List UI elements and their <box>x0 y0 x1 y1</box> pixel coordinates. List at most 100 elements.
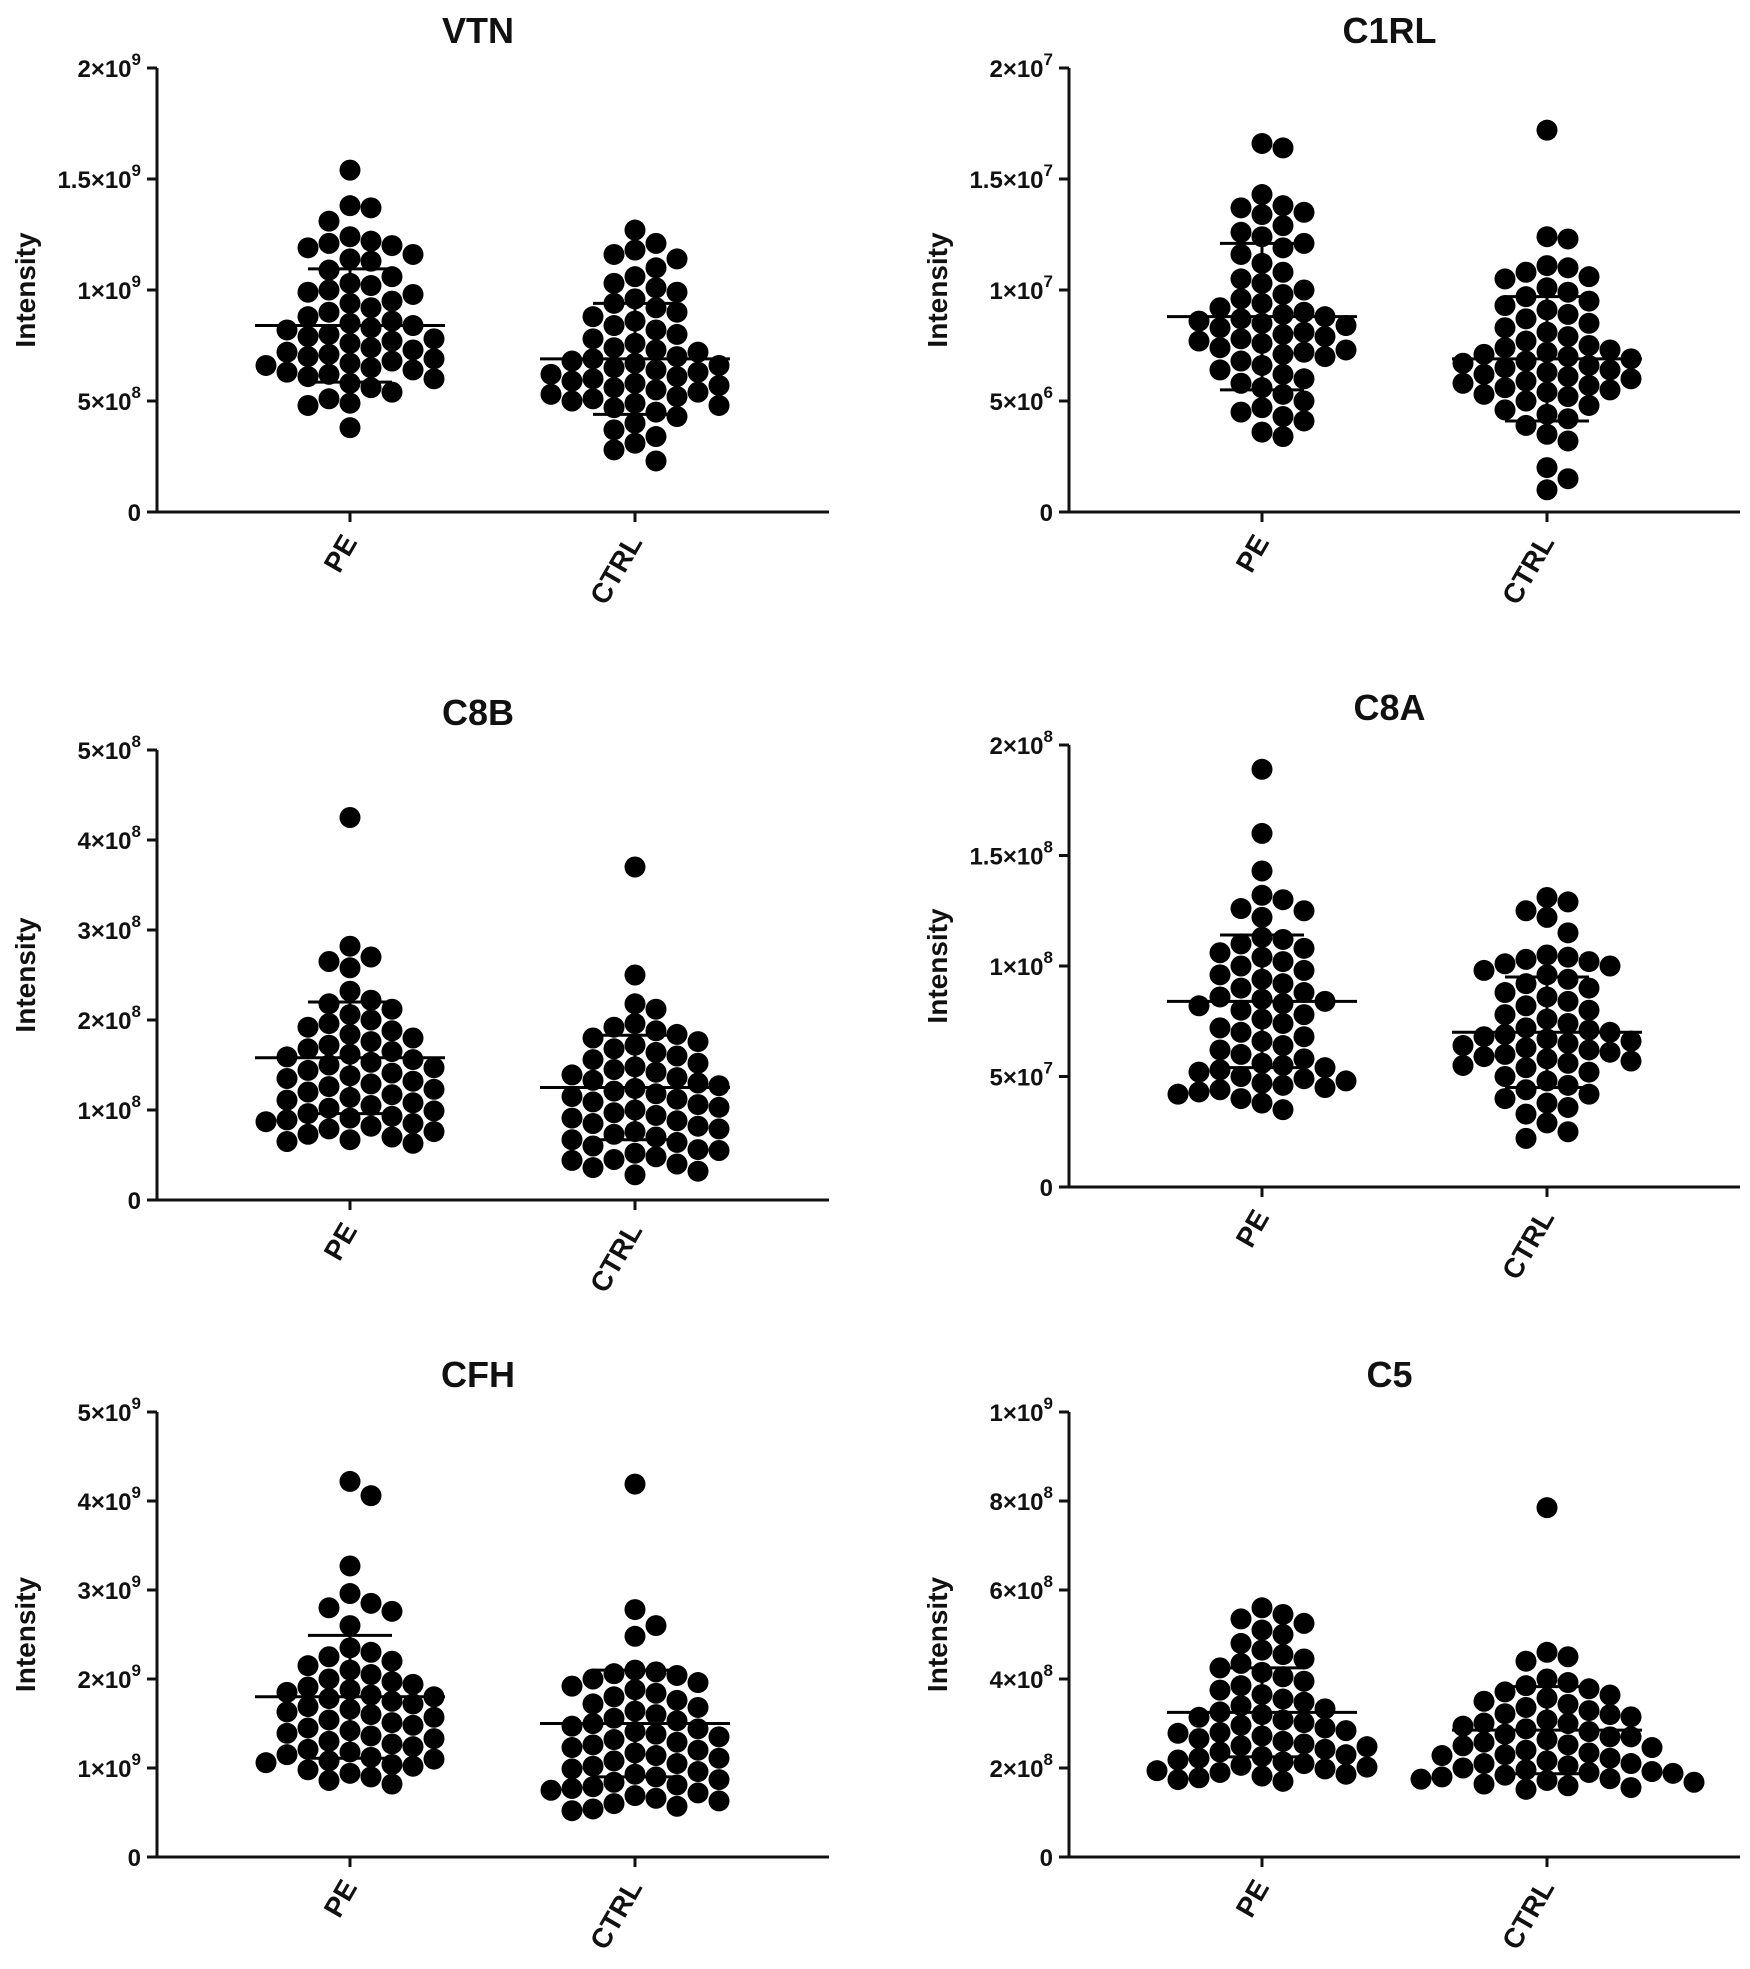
data-point <box>339 159 361 181</box>
data-point <box>1536 964 1558 986</box>
y-tick-label: 5×107 <box>989 1059 1053 1092</box>
data-point <box>1473 1712 1495 1734</box>
data-point <box>1641 1737 1663 1759</box>
data-point <box>582 1157 604 1179</box>
data-point <box>1293 982 1315 1004</box>
data-point <box>297 237 319 259</box>
data-point <box>582 1049 604 1071</box>
data-point <box>1230 1714 1252 1736</box>
data-point <box>1188 330 1210 352</box>
data-point <box>1599 1684 1621 1706</box>
data-point <box>603 439 625 461</box>
chart-panel-c8b: C8B Intensity 0 1×108 2×108 3×108 4×108 5×108 PE… <box>10 692 829 1298</box>
data-point <box>1251 860 1273 882</box>
data-point <box>1230 221 1252 243</box>
data-point <box>1314 1698 1336 1720</box>
data-point <box>603 1123 625 1145</box>
data-point <box>1188 310 1210 332</box>
data-point <box>1515 308 1537 330</box>
x-category-label-pe: PE <box>318 1875 364 1923</box>
data-point <box>1293 201 1315 223</box>
data-point <box>1515 995 1537 1017</box>
data-point <box>318 343 340 365</box>
data-point <box>381 350 403 372</box>
x-category-label-ctrl: CTRL <box>1496 1205 1560 1285</box>
data-point <box>540 363 562 385</box>
data-point <box>339 226 361 248</box>
data-point <box>645 401 667 423</box>
data-point <box>1356 1756 1378 1778</box>
data-point <box>1515 1017 1537 1039</box>
data-point <box>318 388 340 410</box>
data-point <box>1536 1497 1558 1519</box>
data-point <box>1188 1767 1210 1789</box>
data-point <box>645 1146 667 1168</box>
data-point <box>1272 237 1294 259</box>
data-point <box>540 383 562 405</box>
y-tick-label: 0 <box>128 500 141 527</box>
data-point <box>687 1139 709 1161</box>
data-point <box>561 350 583 372</box>
data-point <box>1515 948 1537 970</box>
data-point <box>645 319 667 341</box>
data-point <box>1230 999 1252 1021</box>
data-point <box>1272 1054 1294 1076</box>
data-point <box>645 1615 667 1637</box>
data-point <box>561 1129 583 1151</box>
data-point <box>687 1072 709 1094</box>
data-point <box>1272 1012 1294 1034</box>
data-point <box>1293 321 1315 343</box>
data-point <box>603 1059 625 1080</box>
y-axis-label: Intensity <box>922 908 953 1024</box>
data-point <box>1251 884 1273 906</box>
data-point <box>1515 1696 1537 1718</box>
data-point <box>666 281 688 303</box>
x-category-label-pe: PE <box>1230 1205 1276 1253</box>
data-point <box>1557 1693 1579 1715</box>
data-point <box>1578 1039 1600 1061</box>
data-point <box>1293 341 1315 363</box>
data-point <box>582 1755 604 1777</box>
data-point <box>297 1655 319 1677</box>
data-point <box>1167 1083 1189 1105</box>
data-point <box>645 1704 667 1726</box>
data-point <box>423 1100 445 1122</box>
data-point <box>645 1682 667 1704</box>
data-point <box>1494 295 1516 317</box>
data-point <box>381 1062 403 1084</box>
data-point <box>1293 1670 1315 1692</box>
data-point <box>1272 1099 1294 1121</box>
y-tick-label: 0 <box>1040 1845 1053 1872</box>
data-point <box>1473 1753 1495 1775</box>
data-point <box>1662 1762 1684 1784</box>
data-point <box>1494 1043 1516 1065</box>
y-axis-label: Intensity <box>10 232 41 348</box>
data-point <box>1473 363 1495 385</box>
data-point <box>1578 1742 1600 1764</box>
data-point <box>624 239 646 261</box>
data-point <box>381 1712 403 1734</box>
data-point <box>687 1782 709 1804</box>
data-point <box>603 1686 625 1708</box>
y-tick-label: 1×109 <box>989 1394 1053 1427</box>
data-point <box>1209 1761 1231 1783</box>
data-point <box>318 1118 340 1140</box>
data-point <box>1293 1648 1315 1670</box>
data-point <box>402 1714 424 1736</box>
data-point <box>1494 1723 1516 1745</box>
data-point <box>645 232 667 254</box>
y-tick-label: 5×106 <box>989 383 1053 416</box>
data-point <box>1536 226 1558 248</box>
data-point <box>381 1690 403 1712</box>
data-point <box>645 1661 667 1683</box>
data-point <box>1251 1765 1273 1787</box>
data-point <box>1293 301 1315 323</box>
data-point <box>1356 1736 1378 1758</box>
chart-title: C8B <box>442 692 514 733</box>
x-category-label-pe: PE <box>318 530 364 578</box>
data-point <box>1536 1641 1558 1663</box>
data-point <box>1473 1731 1495 1753</box>
data-point <box>1146 1760 1168 1782</box>
data-point <box>1557 1734 1579 1756</box>
data-point <box>687 381 709 403</box>
